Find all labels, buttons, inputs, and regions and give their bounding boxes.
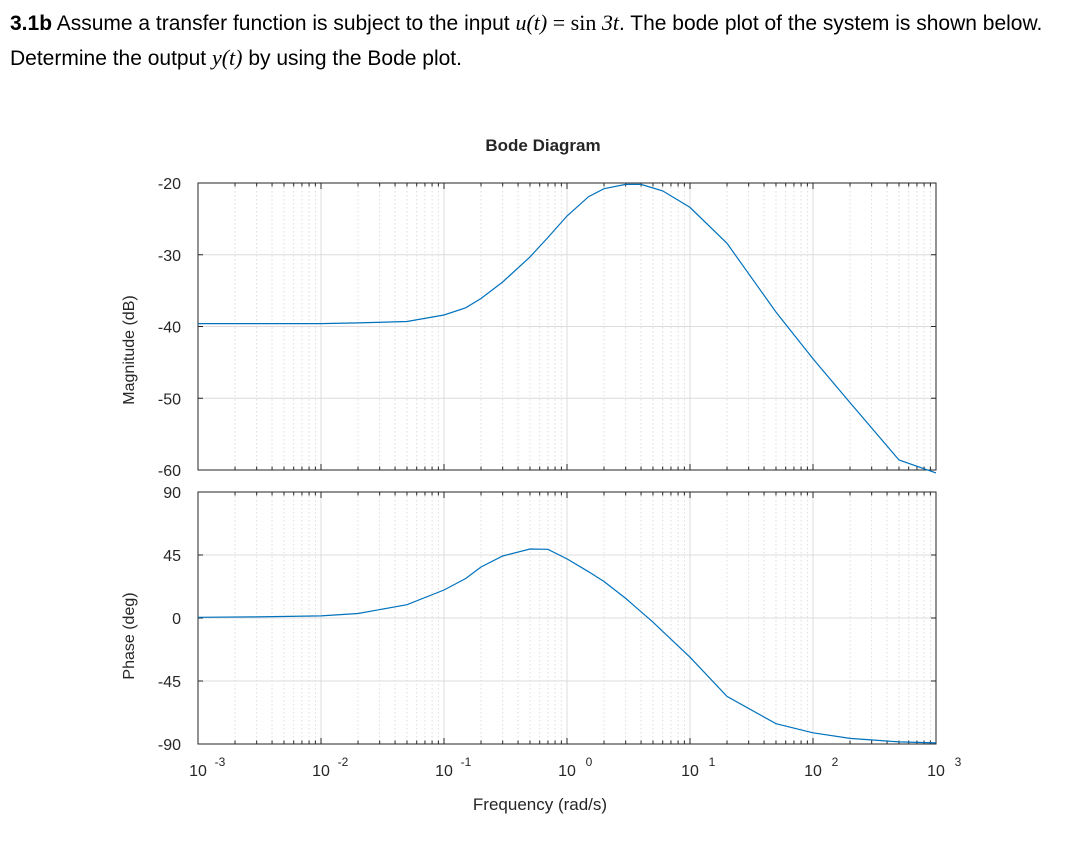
- magnitude-panel: -20 -30 -40 -50 -60: [158, 176, 937, 480]
- x-tick-labels: 10 -3 10 -2 10 -1 10 0 10 1 10 2 10 3: [189, 755, 962, 780]
- x-tick-exponent: -1: [461, 755, 472, 769]
- x-tick-exponent: 2: [832, 755, 839, 769]
- chart-title: Bode Diagram: [485, 136, 600, 155]
- input-expression: u(t) = sin 3t: [515, 10, 619, 35]
- input-lhs: u(t): [515, 10, 548, 35]
- question-text-before: Assume a transfer function is subject to…: [52, 12, 516, 35]
- x-axis-label: Frequency (rad/s): [473, 795, 607, 814]
- question-text-mid: . The bode plot of the system is shown b…: [10, 12, 1043, 70]
- magnitude-curve: [198, 183, 937, 474]
- input-fn: sin: [570, 10, 597, 35]
- y-tick-label: -60: [158, 463, 181, 480]
- y-tick-label: -20: [158, 176, 181, 193]
- output-expression: y(t): [211, 45, 243, 70]
- magnitude-axis-label: Magnitude (dB): [121, 295, 138, 404]
- input-arg: 3t: [596, 10, 619, 35]
- x-tick-label: 10: [435, 763, 453, 780]
- x-tick-exponent: 3: [955, 755, 962, 769]
- y-tick-label: -40: [158, 320, 181, 337]
- x-tick-exponent: 0: [586, 755, 593, 769]
- phase-panel: 90 45 0 -45 -90: [158, 485, 937, 754]
- question-number: 3.1b: [10, 12, 53, 35]
- x-tick-label: 10: [681, 763, 699, 780]
- x-tick-exponent: -2: [338, 755, 349, 769]
- y-tick-label: 45: [163, 548, 181, 565]
- x-tick-exponent: 1: [709, 755, 716, 769]
- x-tick-exponent: -3: [215, 755, 226, 769]
- x-tick-label: 10: [804, 763, 822, 780]
- y-tick-label: -45: [158, 674, 181, 691]
- y-tick-label: -50: [158, 391, 181, 408]
- x-tick-label: 10: [927, 763, 945, 780]
- axes-box: [197, 182, 937, 471]
- x-tick-label: 10: [312, 763, 330, 780]
- y-tick-label: -30: [158, 248, 181, 265]
- y-tick-label: 0: [172, 611, 181, 628]
- phase-curve: [197, 548, 937, 744]
- question-text-after: by using the Bode plot.: [242, 47, 462, 70]
- x-tick-label: 10: [558, 763, 576, 780]
- equals-sign: =: [547, 10, 571, 35]
- x-tick-label: 10: [189, 763, 207, 780]
- y-tick-label: -90: [158, 737, 181, 754]
- axes-box: [197, 491, 937, 745]
- question-text: 3.1b Assume a transfer function is subje…: [10, 6, 1070, 76]
- y-tick-label: 90: [163, 485, 181, 502]
- phase-axis-label: Phase (deg): [121, 592, 138, 679]
